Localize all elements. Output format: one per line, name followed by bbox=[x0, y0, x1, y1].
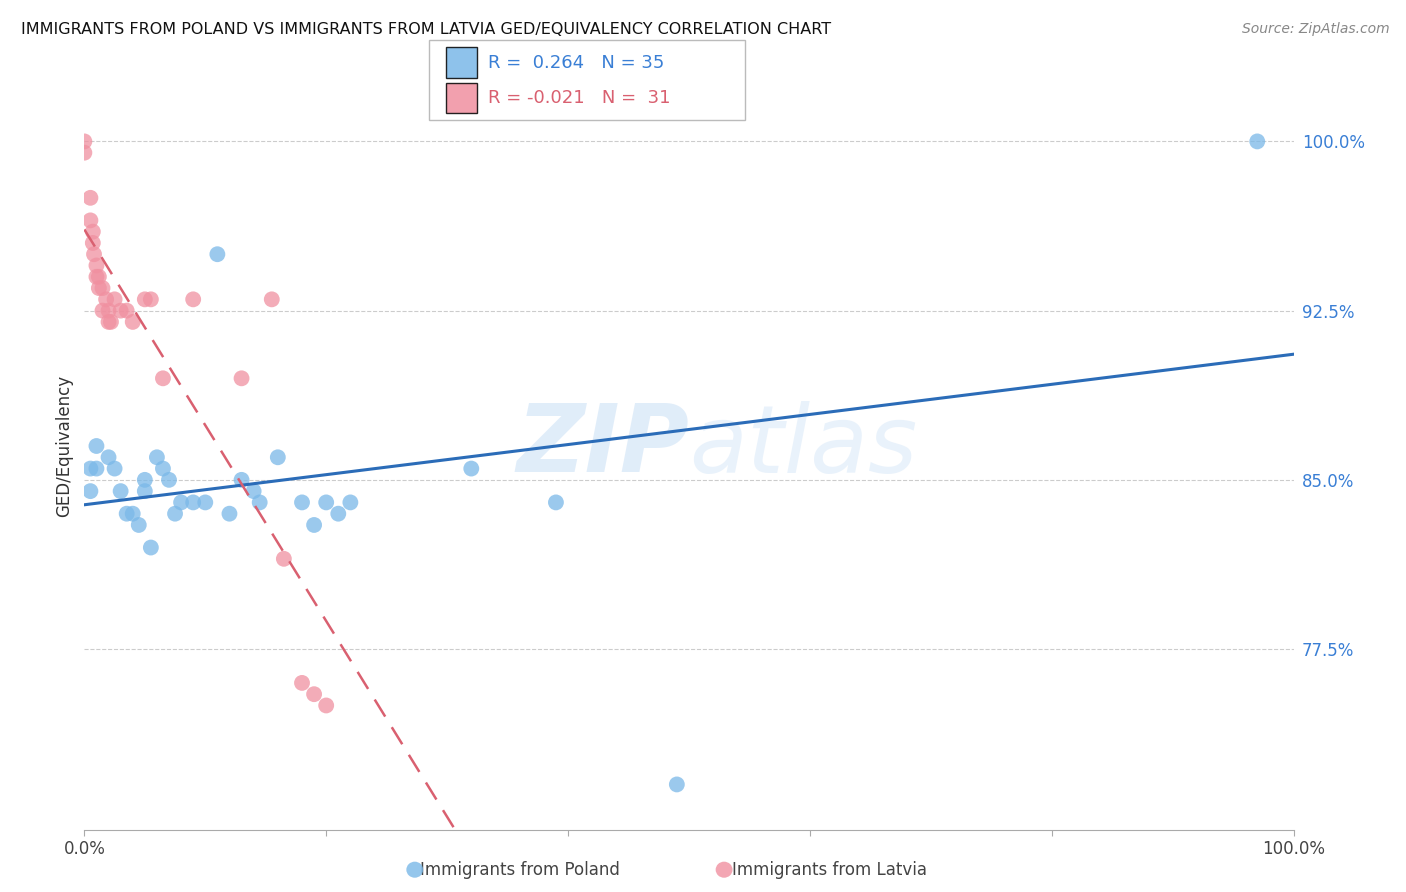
Point bbox=[97, 450, 120, 465]
Point bbox=[91, 281, 114, 295]
Point bbox=[87, 281, 110, 295]
Point bbox=[82, 235, 104, 250]
Point bbox=[73, 145, 96, 160]
Point bbox=[152, 371, 174, 385]
Point bbox=[665, 777, 688, 791]
Point bbox=[249, 495, 271, 509]
Point bbox=[79, 191, 101, 205]
Text: R =  0.264   N = 35: R = 0.264 N = 35 bbox=[488, 54, 664, 71]
Text: atlas: atlas bbox=[689, 401, 917, 491]
Point bbox=[339, 495, 361, 509]
Point bbox=[94, 293, 117, 307]
Point bbox=[157, 473, 180, 487]
Point bbox=[194, 495, 217, 509]
Point bbox=[97, 315, 120, 329]
Point bbox=[315, 495, 337, 509]
Point bbox=[460, 461, 482, 475]
Point bbox=[170, 495, 193, 509]
Point bbox=[79, 461, 101, 475]
Point bbox=[267, 450, 290, 465]
Point bbox=[87, 269, 110, 284]
Point bbox=[1246, 135, 1268, 149]
Point bbox=[86, 259, 108, 273]
Point bbox=[302, 687, 325, 701]
Point bbox=[128, 518, 150, 533]
Point bbox=[146, 450, 169, 465]
Point bbox=[86, 269, 108, 284]
Point bbox=[110, 484, 132, 499]
Point bbox=[115, 507, 138, 521]
Text: Immigrants from Poland: Immigrants from Poland bbox=[420, 861, 620, 879]
Text: Immigrants from Latvia: Immigrants from Latvia bbox=[733, 861, 927, 879]
Point bbox=[86, 461, 108, 475]
Text: ZIP: ZIP bbox=[516, 400, 689, 492]
Point bbox=[152, 461, 174, 475]
Point bbox=[86, 439, 108, 453]
Text: IMMIGRANTS FROM POLAND VS IMMIGRANTS FROM LATVIA GED/EQUIVALENCY CORRELATION CHA: IMMIGRANTS FROM POLAND VS IMMIGRANTS FRO… bbox=[21, 22, 831, 37]
Point bbox=[218, 507, 240, 521]
Point bbox=[291, 676, 314, 690]
Point bbox=[273, 551, 295, 566]
Point bbox=[73, 135, 96, 149]
Y-axis label: GED/Equivalency: GED/Equivalency bbox=[55, 375, 73, 517]
Text: Source: ZipAtlas.com: Source: ZipAtlas.com bbox=[1241, 22, 1389, 37]
Point bbox=[231, 473, 253, 487]
Point bbox=[97, 303, 120, 318]
Point bbox=[121, 507, 143, 521]
Point bbox=[110, 303, 132, 318]
Point bbox=[91, 303, 114, 318]
Point bbox=[121, 315, 143, 329]
Point bbox=[82, 225, 104, 239]
Point bbox=[104, 461, 127, 475]
Point bbox=[79, 213, 101, 227]
Point bbox=[139, 541, 162, 555]
Point bbox=[231, 371, 253, 385]
Point bbox=[181, 293, 204, 307]
Point bbox=[165, 507, 187, 521]
Point bbox=[134, 484, 156, 499]
Point bbox=[181, 495, 204, 509]
Point bbox=[302, 518, 325, 533]
Point bbox=[207, 247, 229, 261]
Point bbox=[134, 293, 156, 307]
Point bbox=[100, 315, 122, 329]
Point bbox=[139, 293, 162, 307]
Point bbox=[79, 484, 101, 499]
Point bbox=[104, 293, 127, 307]
Point bbox=[242, 484, 264, 499]
Point bbox=[315, 698, 337, 713]
Point bbox=[115, 303, 138, 318]
Text: R = -0.021   N =  31: R = -0.021 N = 31 bbox=[488, 89, 671, 107]
Point bbox=[260, 293, 283, 307]
Point bbox=[544, 495, 567, 509]
Point bbox=[328, 507, 350, 521]
Point bbox=[134, 473, 156, 487]
Point bbox=[83, 247, 105, 261]
Point bbox=[291, 495, 314, 509]
